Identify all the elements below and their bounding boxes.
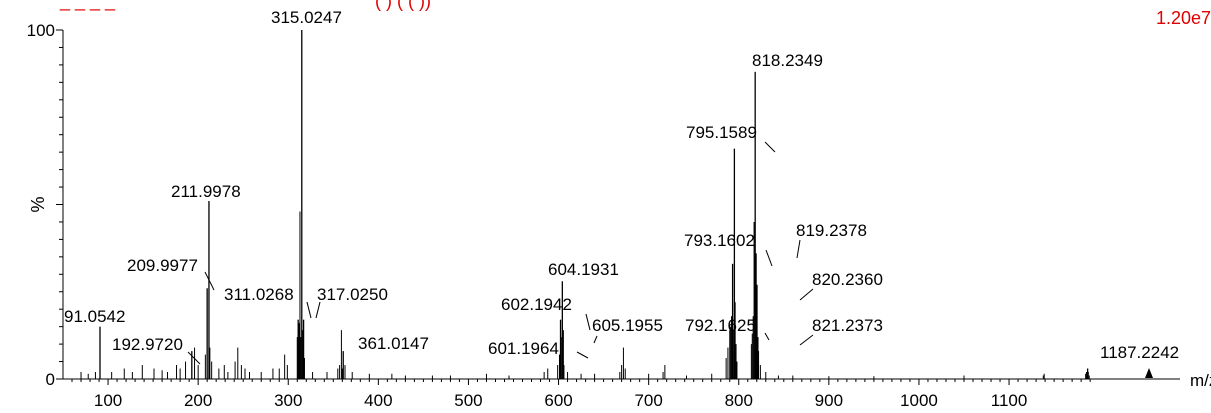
peak-label: 793.1602 bbox=[684, 231, 755, 250]
x-tick-label: 100 bbox=[94, 391, 122, 410]
peak-label: 605.1955 bbox=[592, 316, 663, 335]
peak-label: 211.9978 bbox=[171, 182, 241, 201]
peak-label-leader bbox=[799, 288, 814, 301]
intensity-label: 1.20e7 bbox=[1155, 8, 1211, 28]
peak-label: 602.1942 bbox=[501, 295, 572, 314]
peak-label: 91.0542 bbox=[64, 307, 125, 326]
peak-label-leader bbox=[585, 313, 591, 331]
peak-label: 820.2360 bbox=[812, 270, 883, 289]
x-tick-label: 700 bbox=[634, 391, 662, 410]
peak-label: 818.2349 bbox=[752, 51, 823, 70]
x-tick-label: 200 bbox=[184, 391, 212, 410]
labeled-peaks bbox=[99, 30, 1089, 379]
peak-label-leader bbox=[187, 351, 201, 365]
x-axis-label: m/z bbox=[1190, 371, 1211, 390]
peak-labels: 91.0542 192.9720 209.9977 211.9978 311.0268 3… bbox=[64, 8, 1179, 365]
peak-label-leader bbox=[306, 301, 312, 319]
peak-label-leader bbox=[204, 271, 215, 291]
x-tick-label: 300 bbox=[274, 391, 302, 410]
x-tick-label: 1000 bbox=[900, 391, 938, 410]
x-tick-label: 900 bbox=[815, 391, 843, 410]
peak-label-leader bbox=[576, 351, 589, 359]
x-tick-label: 400 bbox=[364, 391, 392, 410]
minor-peaks bbox=[80, 211, 1090, 379]
peak-label: 819.2378 bbox=[796, 221, 867, 240]
peak-label-leader bbox=[315, 301, 321, 319]
header-title-mid: ( ) ( ( )) bbox=[375, 0, 431, 11]
peak-label: 311.0268 bbox=[224, 285, 294, 304]
x-tick-label: 800 bbox=[725, 391, 753, 410]
peak-label: 209.9977 bbox=[127, 256, 198, 275]
y-tick-label: 100 bbox=[27, 21, 55, 40]
y-axis-label: % bbox=[28, 196, 48, 212]
peak-label: 604.1931 bbox=[548, 260, 619, 279]
peak-label: 192.9720 bbox=[112, 335, 183, 354]
tick-labels: 0 100% 100 200 300 400 500 600 700 800 900 1000 1100… bbox=[27, 21, 1211, 410]
x-tick-label: 1100 bbox=[991, 391, 1028, 410]
header-title-left: _ _ _ _ bbox=[60, 0, 116, 11]
peak-label: 601.1964 bbox=[488, 339, 559, 358]
peak-label: 792.1625 bbox=[685, 316, 756, 335]
peak-label: 795.1589 bbox=[686, 123, 757, 142]
peak-label-leader bbox=[765, 249, 773, 267]
peak-label: 1187.2242 bbox=[1100, 343, 1179, 362]
x-tick-label: 600 bbox=[544, 391, 572, 410]
peak-label: 361.0147 bbox=[358, 334, 429, 353]
peak-label: 315.0247 bbox=[271, 8, 342, 27]
peak-label-leader bbox=[796, 239, 801, 259]
peak-label-leader bbox=[764, 141, 776, 153]
peak-label-leader bbox=[764, 332, 770, 341]
peak-label-leader bbox=[593, 335, 598, 344]
peak-label: 821.2373 bbox=[812, 316, 883, 335]
peak-label: 317.0250 bbox=[317, 285, 388, 304]
y-tick-label: 0 bbox=[46, 370, 55, 389]
x-tick-label: 500 bbox=[454, 391, 482, 410]
axis-end-arrow bbox=[1145, 368, 1153, 378]
peak-label-leader bbox=[799, 334, 814, 346]
